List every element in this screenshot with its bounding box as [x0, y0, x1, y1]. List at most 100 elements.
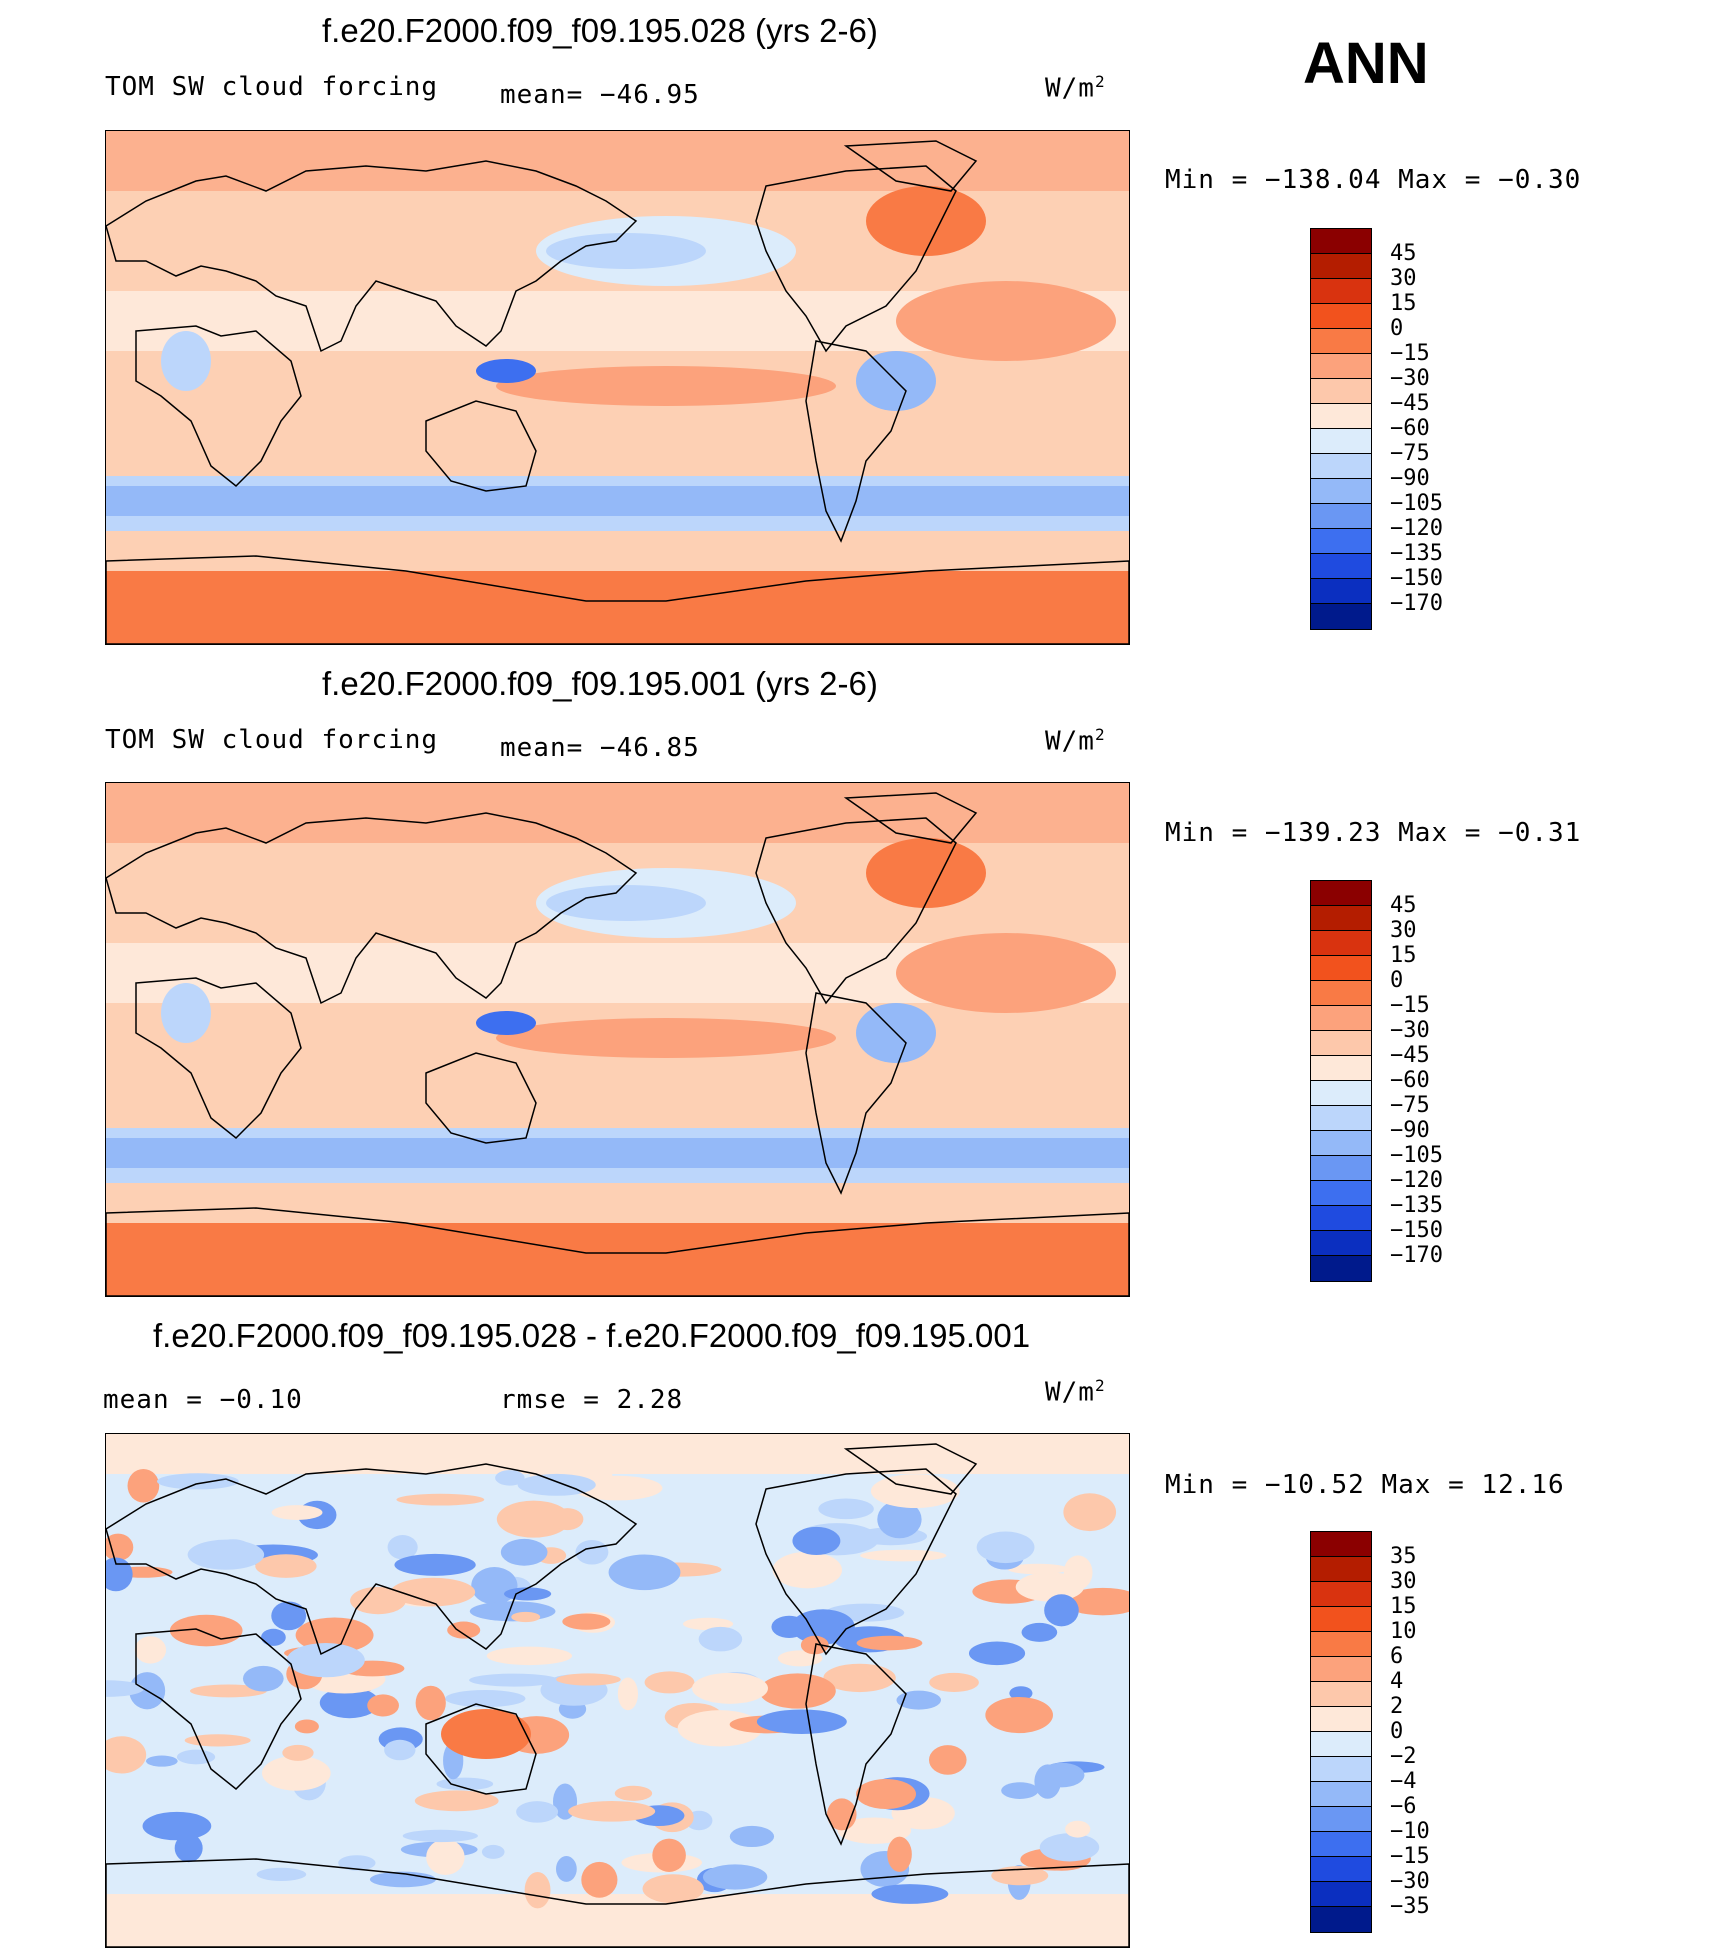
colorbar-swatch [1311, 981, 1371, 1006]
colorbar-swatch [1311, 479, 1371, 504]
coastline [805, 992, 907, 1195]
colorbar-label: −120 [1390, 516, 1443, 541]
colorbar-swatch [1311, 1031, 1371, 1056]
anomaly-blob [384, 1739, 416, 1761]
southern-ocean-core [106, 486, 1129, 516]
colorbar-label: −105 [1390, 1143, 1443, 1168]
colorbar-label: −75 [1390, 1093, 1430, 1118]
coastline [425, 400, 537, 492]
anomaly-blob [1039, 1833, 1100, 1862]
colorbar-swatch [1311, 604, 1371, 629]
anomaly-blob [1009, 1686, 1033, 1701]
africa-convection [161, 983, 211, 1043]
anomaly-blob [387, 1535, 418, 1560]
colorbar-label: 10 [1390, 1619, 1417, 1644]
anomaly-blob [777, 1650, 823, 1667]
anomaly-blob [174, 1833, 203, 1863]
colorbar-label: 4 [1390, 1669, 1404, 1694]
anomaly-blob [551, 1508, 584, 1531]
anomaly-blob [447, 1621, 481, 1639]
colorbar-swatch [1311, 1857, 1371, 1882]
south-band [106, 1894, 1129, 1947]
greenland-region [866, 838, 986, 908]
anomaly-blob [486, 1646, 573, 1666]
anomaly-blob [1065, 1820, 1091, 1838]
colorbar-label: 30 [1390, 1569, 1417, 1594]
anomaly-blob [436, 1777, 494, 1791]
panel-3-title: f.e20.F2000.f09_f09.195.028 - f.e20.F200… [153, 1317, 1031, 1354]
anomaly-blob [556, 1673, 621, 1686]
anomaly-blob [702, 1864, 768, 1890]
anomaly-blob [471, 1567, 518, 1605]
antarctica-band [106, 571, 1129, 644]
colorbar-swatch [1311, 279, 1371, 304]
anomaly-blob [1007, 1563, 1068, 1575]
anomaly-blob [1015, 1572, 1084, 1602]
colorbar-swatch [1311, 1006, 1371, 1031]
colorbar-swatch [1311, 1557, 1371, 1582]
colorbar-swatch [1311, 1256, 1371, 1281]
colorbar-swatch [1311, 1056, 1371, 1081]
colorbar-label: −90 [1390, 466, 1430, 491]
coastline [106, 1858, 1129, 1947]
anomaly-blob [524, 1872, 551, 1909]
panel-3-colorbar: 35 30 15 10 6 4 2 0 −2 −4 −6 −10 −15 −30 −35 [1310, 1531, 1430, 1933]
colorbar-swatch [1311, 1832, 1371, 1857]
anomaly-blob [771, 1615, 807, 1638]
anomaly-blob [692, 1672, 768, 1704]
anomaly-blob [517, 1473, 596, 1496]
south-america-anomaly [856, 1779, 916, 1809]
colorbar-swatch [1311, 554, 1371, 579]
anomaly-blob [282, 1744, 314, 1761]
panel-2-colorbar: 45 30 15 0 −15 −30 −45 −60 −75 −90 −105 −120 −135 −15… [1310, 880, 1443, 1282]
colorbar-label: −105 [1390, 491, 1443, 516]
anomaly-blob [145, 1755, 178, 1767]
anomaly-blob [818, 1498, 874, 1520]
colorbar-swatch [1311, 1106, 1371, 1131]
colorbar-label: −60 [1390, 416, 1430, 441]
anomaly-blob [1063, 1493, 1117, 1532]
anomaly-blob [496, 1500, 571, 1538]
colorbar-swatch [1311, 429, 1371, 454]
anomaly-blob [500, 1538, 548, 1566]
panel-1-title: f.e20.F2000.f09_f09.195.028 (yrs 2-6) [322, 12, 878, 49]
anomaly-blob [985, 1696, 1053, 1734]
colorbar-label: −75 [1390, 441, 1430, 466]
north-pacific-cloud-core [546, 885, 706, 921]
anomaly-blob [106, 1680, 145, 1697]
anomaly-blob [617, 1677, 639, 1711]
colorbar-swatch [1311, 329, 1371, 354]
coastline [106, 1463, 638, 1656]
southern-ocean-core [106, 1138, 1129, 1168]
anomaly-blob [823, 1663, 896, 1693]
colorbar-swatch [1311, 354, 1371, 379]
panel-1-units: W/m2 [1045, 72, 1106, 104]
anomaly-blob [390, 1577, 476, 1607]
anomaly-blob [503, 1587, 552, 1601]
colorbar-swatch [1311, 1206, 1371, 1231]
panel-1-colorbar-swatches [1310, 228, 1372, 630]
anomaly-blob [642, 1874, 704, 1904]
panel-2-colorbar-swatches [1310, 880, 1372, 1282]
anomaly-blob [976, 1531, 1035, 1564]
anomaly-blob [106, 1736, 147, 1774]
anomaly-blob [929, 1672, 979, 1693]
anomaly-blob [261, 1628, 286, 1646]
colorbar-label: 35 [1390, 1544, 1417, 1569]
anomaly-blob [968, 1641, 1026, 1666]
anomaly-blob [319, 1687, 380, 1719]
anomaly-blob [581, 1861, 618, 1898]
colorbar-swatch [1311, 956, 1371, 981]
anomaly-blob [1044, 1594, 1079, 1627]
coastline [106, 555, 1129, 644]
coastline [425, 1703, 537, 1795]
anomaly-blob [415, 1685, 446, 1721]
anomaly-blob [856, 1635, 923, 1651]
anomaly-blob [242, 1665, 284, 1692]
panel-3-rmse-label: rmse = 2.28 [500, 1385, 684, 1415]
anomaly-blob [187, 1539, 265, 1570]
colorbar-label: −170 [1390, 1243, 1443, 1268]
maritime-continent-convection [476, 359, 536, 383]
anomaly-blob [516, 1801, 559, 1823]
anomaly-blob [481, 1844, 505, 1859]
